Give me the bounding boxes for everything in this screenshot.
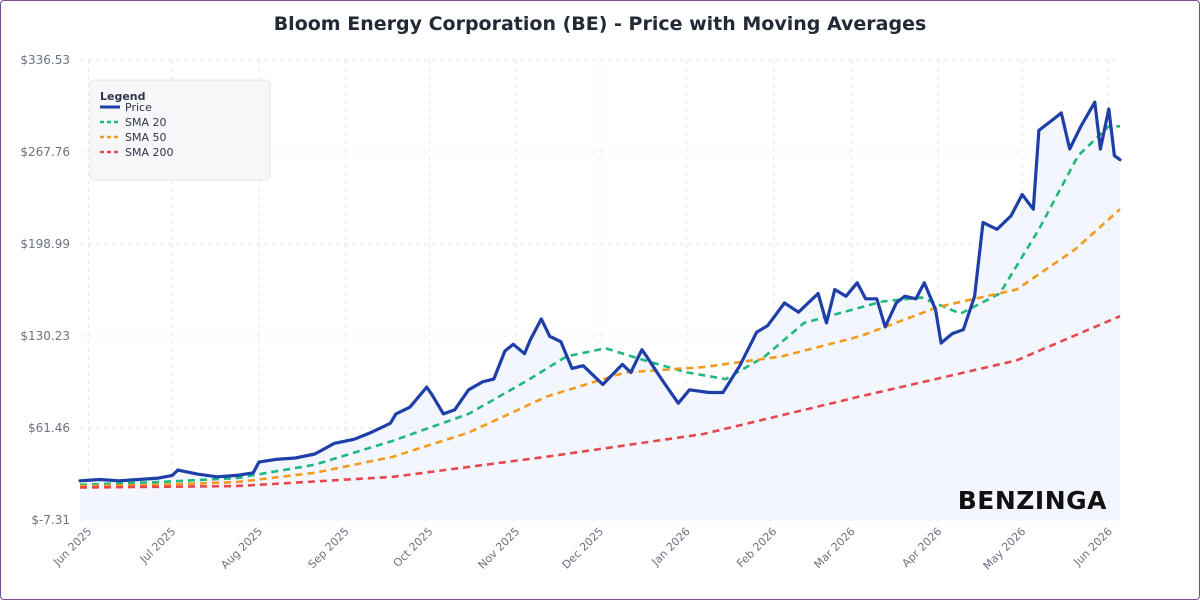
legend: Legend Price SMA 20 SMA 50 SMA 200 [89,79,271,181]
legend-label: Price [125,101,152,114]
x-tick-label: Feb 2026 [734,525,779,570]
x-tick-label: Nov 2025 [476,525,523,572]
y-tick-label: $336.53 [20,53,70,67]
y-tick-label: $198.99 [20,237,70,251]
x-axis-ticks: Jun 2025 Jul 2025 Aug 2025 Sep 2025 Oct 2025… [50,525,1115,573]
x-tick-label: Apr 2026 [899,525,944,570]
x-tick-label: Oct 2025 [391,525,436,570]
series-lines [78,100,1122,489]
legend-items: Price SMA 20 SMA 50 SMA 200 [100,101,174,159]
y-tick-label: $267.76 [20,145,70,159]
x-tick-label: Jul 2025 [137,525,179,567]
series-line-sma-200 [79,315,1121,489]
y-tick-label: $130.23 [20,329,70,343]
y-axis-ticks: $-7.31 $61.46 $130.23 $198.99 $267.76 $336.53 [20,53,70,527]
legend-box [89,79,271,181]
series-line-sma-20 [79,125,1120,487]
x-tick-label: Dec 2025 [560,525,607,572]
legend-label: SMA 20 [125,116,167,129]
legend-label: SMA 50 [125,131,167,144]
x-tick-label: Aug 2025 [218,525,265,572]
price-area-fill [80,102,1120,520]
x-tick-label: Jun 2026 [1071,525,1115,569]
legend-label: SMA 200 [125,146,174,159]
y-tick-label: $61.46 [28,421,70,435]
legend-title: Legend [100,90,146,103]
x-tick-label: Jun 2025 [50,525,94,569]
series-line-sma-50 [79,208,1121,488]
benzinga-watermark: BENZINGA [958,486,1107,515]
y-tick-label: $-7.31 [31,513,70,527]
series-line-price [78,100,1122,483]
x-tick-label: Mar 2026 [812,525,858,571]
x-tick-label: May 2026 [981,525,1029,573]
x-tick-label: Sep 2025 [306,525,352,571]
x-tick-label: Jan 2026 [649,525,693,569]
chart-title: Bloom Energy Corporation (BE) - Price wi… [274,13,927,35]
